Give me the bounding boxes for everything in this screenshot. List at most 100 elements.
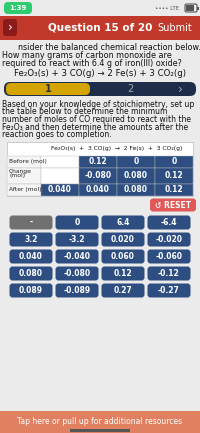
- Bar: [117, 155, 155, 168]
- Bar: [79, 155, 117, 168]
- Text: -: -: [29, 218, 33, 227]
- Bar: [117, 184, 155, 196]
- FancyBboxPatch shape: [102, 284, 144, 297]
- Text: Submit: Submit: [157, 23, 192, 33]
- Text: -0.020: -0.020: [156, 235, 182, 244]
- Text: 1:39: 1:39: [9, 5, 27, 11]
- Text: 0.12: 0.12: [165, 171, 183, 180]
- FancyBboxPatch shape: [102, 216, 144, 229]
- Text: ↺ RESET: ↺ RESET: [155, 200, 191, 210]
- Bar: [117, 168, 155, 184]
- Bar: [41, 168, 79, 184]
- Text: How many grams of carbon monoxide are: How many grams of carbon monoxide are: [2, 51, 172, 60]
- Text: 0.12: 0.12: [165, 185, 183, 194]
- FancyBboxPatch shape: [102, 233, 144, 246]
- Text: number of moles of CO required to react with the: number of moles of CO required to react …: [2, 115, 191, 124]
- Bar: [186, 5, 194, 11]
- Bar: [155, 155, 193, 168]
- Text: After (mol): After (mol): [9, 187, 42, 192]
- Text: 0: 0: [171, 157, 177, 166]
- Text: required to react with 6.4 g of iron(III) oxide?: required to react with 6.4 g of iron(III…: [2, 59, 182, 68]
- FancyBboxPatch shape: [6, 83, 90, 95]
- Text: -0.080: -0.080: [63, 269, 91, 278]
- Text: ›: ›: [8, 21, 12, 34]
- Text: -6.4: -6.4: [161, 218, 177, 227]
- FancyBboxPatch shape: [102, 266, 144, 281]
- FancyBboxPatch shape: [4, 2, 32, 14]
- Text: 0.12: 0.12: [114, 269, 132, 278]
- Text: Fe₂O₃(s)  +  3 CO(g)  →  2 Fe(s)  +  3 CO₂(g): Fe₂O₃(s) + 3 CO(g) → 2 Fe(s) + 3 CO₂(g): [51, 146, 183, 151]
- Text: Fe₂O₃ and then determine the amounts after the: Fe₂O₃ and then determine the amounts aft…: [2, 123, 188, 132]
- Text: -0.27: -0.27: [158, 286, 180, 295]
- Bar: [197, 6, 199, 10]
- FancyBboxPatch shape: [148, 284, 190, 297]
- Bar: [70, 429, 130, 432]
- Text: Before (mol): Before (mol): [9, 159, 47, 164]
- Bar: [7, 184, 41, 196]
- Bar: [7, 168, 41, 184]
- FancyBboxPatch shape: [10, 216, 52, 229]
- Bar: [7, 142, 193, 196]
- Text: nsider the balanced chemical reaction below.: nsider the balanced chemical reaction be…: [18, 43, 200, 52]
- Text: -0.060: -0.060: [156, 252, 182, 261]
- Text: 0.27: 0.27: [114, 286, 132, 295]
- Bar: [0, 0, 200, 16]
- Text: 2: 2: [127, 84, 133, 94]
- Text: Based on your knowledge of stoichiometry, set up: Based on your knowledge of stoichiometry…: [2, 100, 194, 109]
- Bar: [0, 411, 200, 433]
- FancyBboxPatch shape: [56, 216, 98, 229]
- Text: •••• LTE: •••• LTE: [155, 6, 179, 10]
- Text: -0.089: -0.089: [63, 286, 91, 295]
- Text: Tap here or pull up for additional resources: Tap here or pull up for additional resou…: [17, 417, 183, 427]
- Text: -0.040: -0.040: [64, 252, 90, 261]
- FancyBboxPatch shape: [10, 284, 52, 297]
- FancyBboxPatch shape: [4, 82, 196, 96]
- Bar: [0, 16, 200, 40]
- Text: 0.020: 0.020: [111, 235, 135, 244]
- FancyBboxPatch shape: [10, 249, 52, 264]
- Text: 3.2: 3.2: [24, 235, 38, 244]
- Text: 0: 0: [74, 218, 80, 227]
- FancyBboxPatch shape: [150, 198, 196, 211]
- Text: reaction goes to completion.: reaction goes to completion.: [2, 130, 112, 139]
- Text: ›: ›: [178, 83, 182, 96]
- Text: 0.040: 0.040: [86, 185, 110, 194]
- Bar: [41, 184, 79, 196]
- Bar: [155, 184, 193, 196]
- Bar: [79, 184, 117, 196]
- Bar: [79, 168, 117, 184]
- Text: 0.060: 0.060: [111, 252, 135, 261]
- Text: 0.089: 0.089: [19, 286, 43, 295]
- Bar: [155, 168, 193, 184]
- Text: -3.2: -3.2: [69, 235, 85, 244]
- FancyBboxPatch shape: [56, 284, 98, 297]
- FancyBboxPatch shape: [148, 233, 190, 246]
- Text: 0.12: 0.12: [89, 157, 107, 166]
- Text: 0.040: 0.040: [48, 185, 72, 194]
- Text: 0.080: 0.080: [19, 269, 43, 278]
- FancyBboxPatch shape: [148, 266, 190, 281]
- FancyBboxPatch shape: [10, 266, 52, 281]
- FancyBboxPatch shape: [10, 233, 52, 246]
- Bar: [7, 142, 193, 155]
- Text: (mol): (mol): [9, 174, 25, 178]
- Text: 0: 0: [133, 157, 139, 166]
- Text: 1: 1: [45, 84, 51, 94]
- FancyBboxPatch shape: [148, 249, 190, 264]
- FancyBboxPatch shape: [102, 249, 144, 264]
- Bar: [7, 155, 41, 168]
- FancyBboxPatch shape: [3, 19, 17, 36]
- FancyBboxPatch shape: [56, 249, 98, 264]
- Text: Question 15 of 20: Question 15 of 20: [48, 23, 152, 33]
- Text: -0.080: -0.080: [84, 171, 112, 180]
- Text: Fe₂O₃(s) + 3 CO(g) → 2 Fe(s) + 3 CO₂(g): Fe₂O₃(s) + 3 CO(g) → 2 Fe(s) + 3 CO₂(g): [14, 69, 186, 78]
- Text: 0.080: 0.080: [124, 185, 148, 194]
- Text: -0.12: -0.12: [158, 269, 180, 278]
- FancyBboxPatch shape: [148, 216, 190, 229]
- Text: 6.4: 6.4: [116, 218, 130, 227]
- FancyBboxPatch shape: [56, 266, 98, 281]
- Bar: [41, 155, 79, 168]
- Text: the table below to determine the minimum: the table below to determine the minimum: [2, 107, 167, 116]
- Text: Change: Change: [9, 168, 32, 174]
- Text: 0.080: 0.080: [124, 171, 148, 180]
